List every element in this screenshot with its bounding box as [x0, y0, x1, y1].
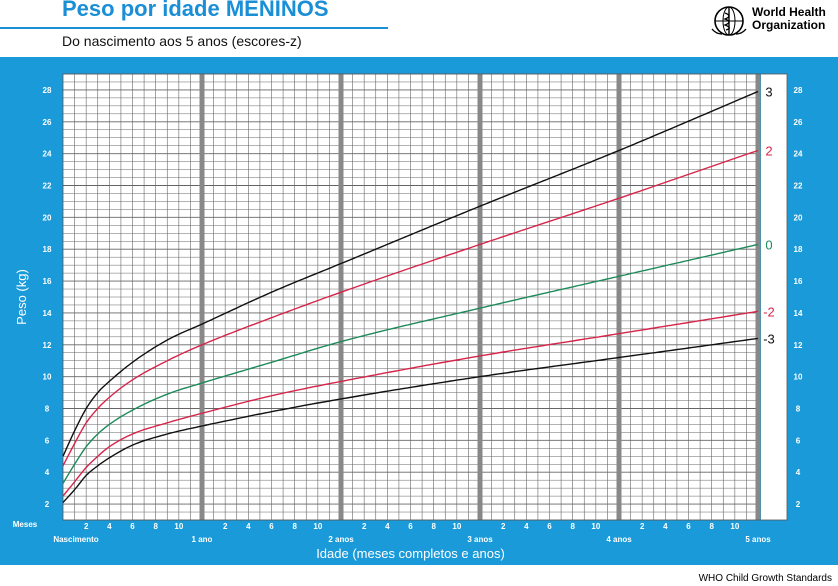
- x-month-tick-label: 6: [269, 522, 274, 531]
- series-line-z-3: [62, 337, 759, 503]
- y-tick-label-left: 20: [43, 213, 52, 222]
- y-tick-label-left: 22: [43, 182, 52, 191]
- y-tick-label-right: 4: [796, 468, 801, 477]
- y-tick-label-left: 10: [43, 373, 52, 382]
- series-label-z2: 2: [765, 143, 772, 158]
- y-tick-label-left: 12: [43, 341, 52, 350]
- y-tick-label-right: 6: [796, 436, 801, 445]
- footer-text: WHO Child Growth Standards: [698, 573, 832, 584]
- x-month-tick-label: 2: [501, 522, 506, 531]
- x-month-tick-label: 2: [223, 522, 228, 531]
- y-tick-label-left: 28: [43, 86, 52, 95]
- x-axis-label: Idade (meses completos e anos): [316, 546, 505, 561]
- series-label-z0: 0: [765, 237, 772, 252]
- y-tick-label-right: 22: [794, 182, 803, 191]
- x-month-tick-label: 8: [292, 522, 297, 531]
- x-month-tick-label: 4: [663, 522, 668, 531]
- series-label-z-2: -2: [763, 304, 775, 319]
- y-tick-label-left: 16: [43, 277, 52, 286]
- x-month-tick-label: 4: [524, 522, 529, 531]
- series-line-z3: [62, 90, 759, 457]
- x-year-label: 3 anos: [467, 535, 493, 544]
- y-tick-label-left: 24: [43, 150, 52, 159]
- chart-title: Peso por idade MENINOS: [62, 0, 329, 21]
- y-tick-label-left: 14: [43, 309, 52, 318]
- x-month-tick-label: 10: [591, 522, 600, 531]
- chart-subtitle: Do nascimento aos 5 anos (escores-z): [62, 33, 302, 49]
- x-month-tick-label: 10: [452, 522, 461, 531]
- y-tick-label-left: 6: [45, 436, 50, 445]
- series-label-z-3: -3: [763, 331, 775, 346]
- x-year-label: 2 anos: [328, 535, 354, 544]
- x-month-tick-label: 6: [547, 522, 552, 531]
- series-line-z-2: [62, 310, 759, 497]
- series-line-z0: [62, 243, 759, 484]
- who-logo: World Health Organization: [710, 4, 830, 38]
- y-tick-label-left: 2: [45, 500, 50, 509]
- y-tick-label-left: 4: [45, 468, 50, 477]
- y-tick-label-right: 10: [794, 373, 803, 382]
- plot-border: [62, 73, 788, 521]
- x-year-label: 5 anos: [745, 535, 771, 544]
- y-tick-label-right: 18: [794, 245, 803, 254]
- x-month-tick-label: 8: [570, 522, 575, 531]
- x-month-tick-label: 10: [730, 522, 739, 531]
- y-tick-label-right: 16: [794, 277, 803, 286]
- series-label-z3: 3: [765, 85, 772, 100]
- x-year-label: 1 ano: [192, 535, 213, 544]
- x-month-tick-label: 8: [709, 522, 714, 531]
- x-year-label: 4 anos: [606, 535, 632, 544]
- x-month-tick-label: 2: [640, 522, 645, 531]
- y-tick-label-right: 20: [794, 213, 803, 222]
- y-tick-label-right: 8: [796, 405, 801, 414]
- y-tick-label-right: 28: [794, 86, 803, 95]
- y-tick-label-right: 2: [796, 500, 801, 509]
- x-month-tick-label: 2: [84, 522, 89, 531]
- x-month-tick-label: 4: [385, 522, 390, 531]
- label-strip: [761, 74, 787, 520]
- who-emblem-icon: [711, 6, 747, 36]
- x-month-tick-label: 6: [408, 522, 413, 531]
- x-month-prefix: Meses: [13, 520, 38, 529]
- y-tick-label-right: 26: [794, 118, 803, 127]
- y-tick-label-right: 24: [794, 150, 803, 159]
- x-month-tick-label: 4: [107, 522, 112, 531]
- x-month-tick-label: 2: [362, 522, 367, 531]
- who-name: World Health Organization: [752, 5, 826, 32]
- x-month-tick-label: 4: [246, 522, 251, 531]
- x-month-tick-label: 10: [174, 522, 183, 531]
- y-tick-label-right: 14: [794, 309, 803, 318]
- y-tick-label-right: 12: [794, 341, 803, 350]
- x-month-tick-label: 6: [686, 522, 691, 531]
- y-tick-label-left: 26: [43, 118, 52, 127]
- title-rule: [0, 27, 388, 29]
- y-axis-label: Peso (kg): [14, 269, 29, 325]
- y-tick-label-left: 8: [45, 405, 50, 414]
- x-year-label: Nascimento: [53, 535, 98, 544]
- y-tick-label-left: 18: [43, 245, 52, 254]
- x-month-tick-label: 8: [431, 522, 436, 531]
- x-month-tick-label: 8: [153, 522, 158, 531]
- x-month-tick-label: 6: [130, 522, 135, 531]
- x-month-tick-label: 10: [313, 522, 322, 531]
- series-line-z2: [62, 149, 759, 467]
